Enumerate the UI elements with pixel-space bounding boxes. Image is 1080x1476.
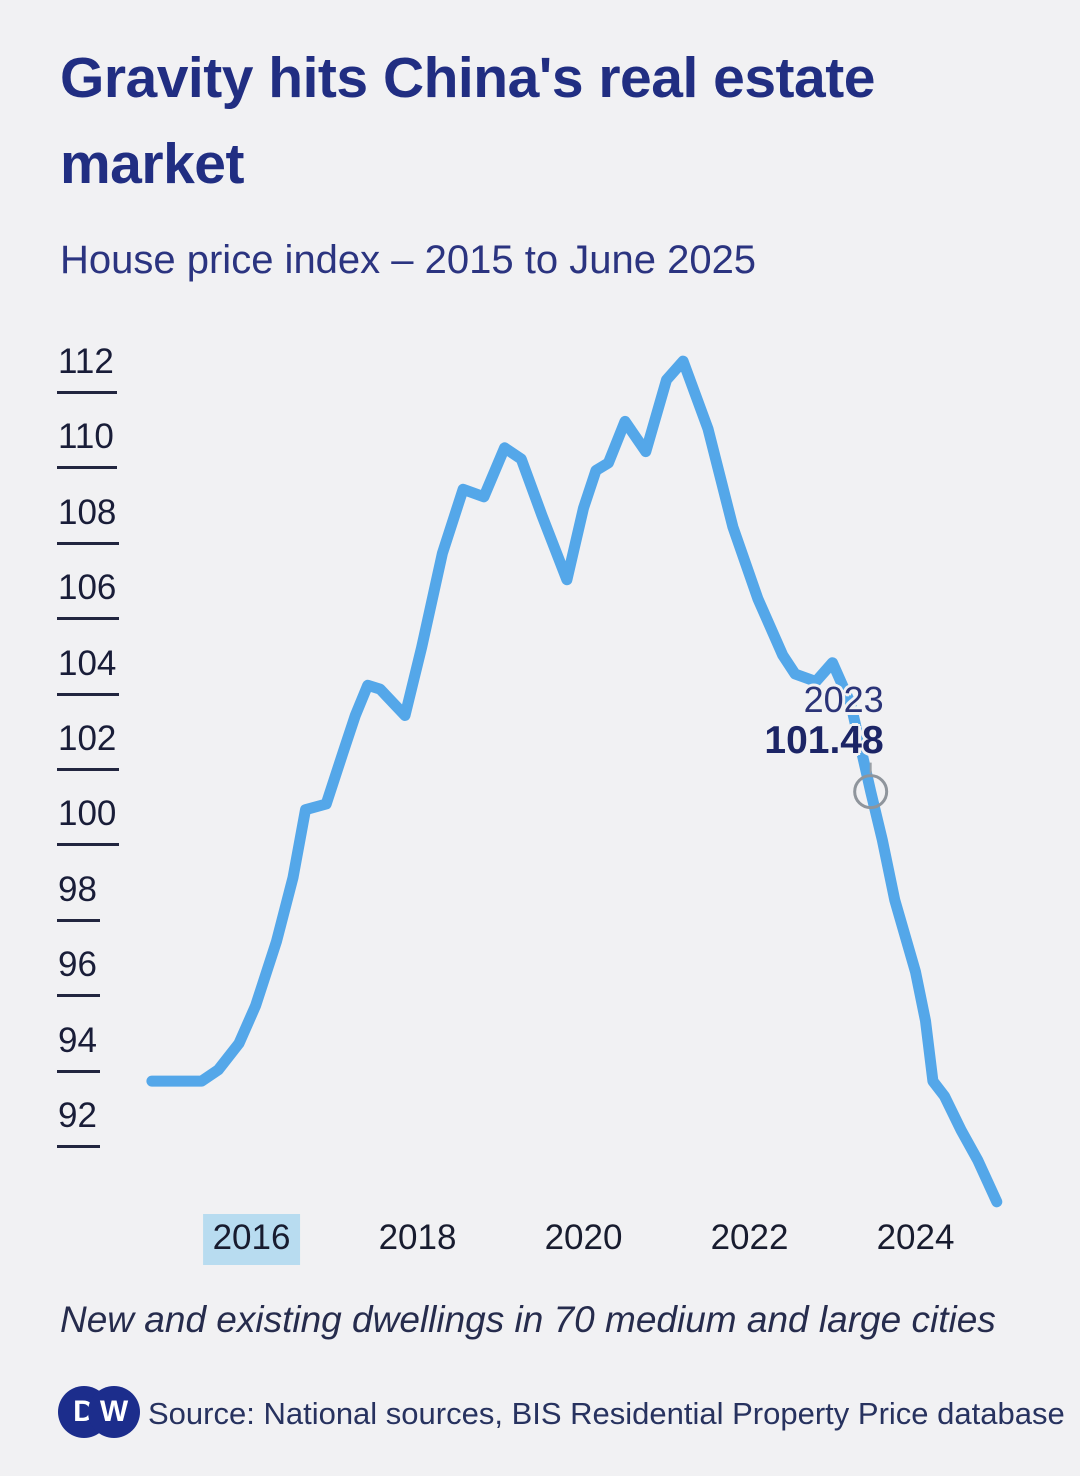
x-tick-label-2024[interactable]: 2024 (876, 1218, 955, 1257)
y-tick-label-94: 94 (57, 1021, 100, 1073)
y-tick-label-112: 112 (57, 342, 117, 394)
chart-note: New and existing dwellings in 70 medium … (60, 1299, 996, 1340)
line-chart: 112 110 108 106 104 102 100 98 96 94 92 2016 2018 20… (0, 340, 1080, 1265)
y-tick-label-92: 92 (57, 1096, 100, 1148)
plot-area[interactable] (0, 340, 1080, 1260)
dw-logo: D W (58, 1386, 140, 1438)
page-title: Gravity hits China's real estate market (60, 46, 875, 196)
y-tick-label-100: 100 (57, 794, 120, 847)
source-row: D W Source: National sources, BIS Reside… (58, 1384, 1065, 1446)
y-tick-label-104: 104 (57, 644, 120, 696)
y-tick-label-102: 102 (57, 719, 120, 771)
source-text: Source: National sources, BIS Residentia… (148, 1396, 1065, 1431)
y-tick-label-108: 108 (57, 493, 120, 545)
x-tick-label-2018[interactable]: 2018 (378, 1218, 457, 1257)
dw-logo-w-circle: W (88, 1386, 140, 1438)
x-tick-label-2020[interactable]: 2020 (544, 1218, 623, 1257)
x-tick-label-2022[interactable]: 2022 (710, 1218, 789, 1257)
y-tick-label-96: 96 (57, 945, 100, 998)
y-tick-label-98: 98 (57, 870, 100, 922)
chart-subtitle: House price index – 2015 to June 2025 (60, 238, 757, 282)
y-tick-label-106: 106 (57, 568, 120, 621)
x-tick-label-2016[interactable]: 2016 (202, 1214, 301, 1265)
y-tick-label-110: 110 (57, 417, 117, 470)
hover-marker-ring (853, 774, 889, 810)
price-index-line[interactable] (146, 355, 1003, 1208)
